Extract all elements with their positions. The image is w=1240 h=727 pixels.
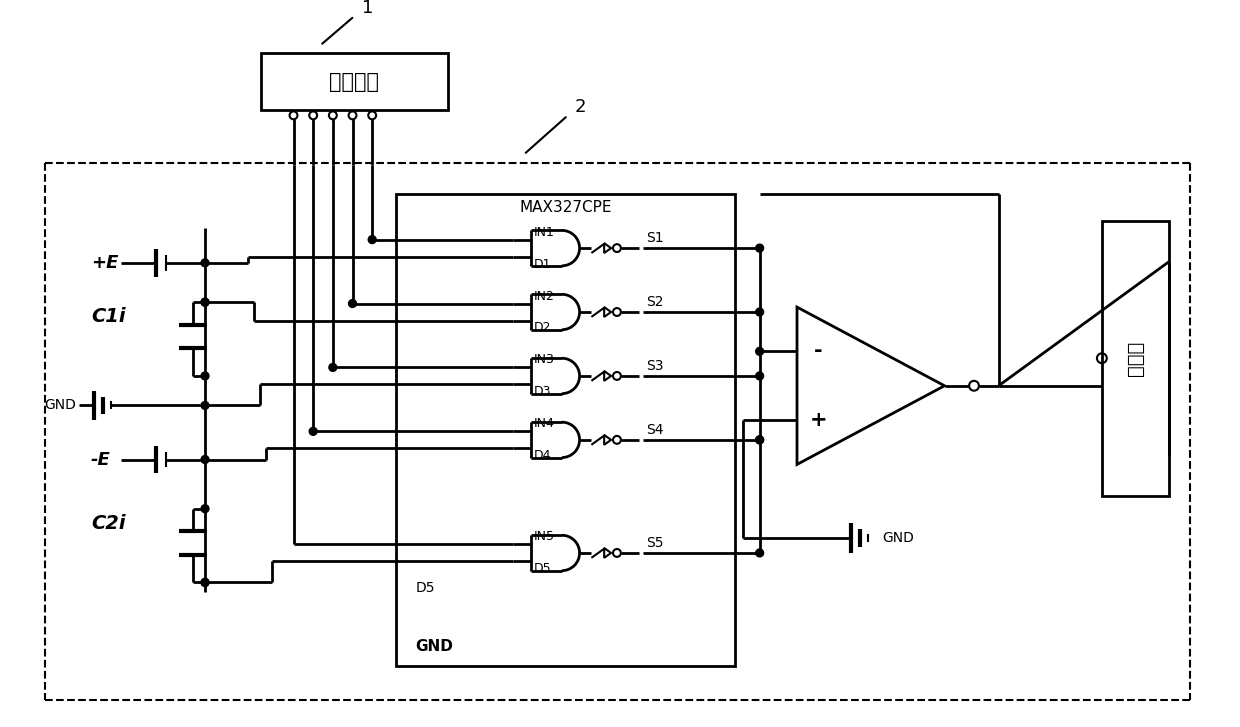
Circle shape <box>201 298 210 306</box>
Circle shape <box>755 244 764 252</box>
Circle shape <box>201 259 210 267</box>
Circle shape <box>201 298 210 306</box>
Text: S5: S5 <box>646 536 663 550</box>
Text: S1: S1 <box>646 231 665 245</box>
Bar <box>1102 220 1169 496</box>
Text: D1: D1 <box>533 257 551 270</box>
Circle shape <box>201 372 210 380</box>
Circle shape <box>201 579 210 587</box>
Circle shape <box>755 436 764 443</box>
Circle shape <box>755 348 764 356</box>
Text: D3: D3 <box>533 385 551 398</box>
Text: D5: D5 <box>533 563 551 576</box>
Text: GND: GND <box>45 398 77 412</box>
Text: +: + <box>810 410 827 430</box>
Circle shape <box>329 364 337 371</box>
Bar <box>262 53 448 111</box>
Text: D2: D2 <box>533 321 551 334</box>
Circle shape <box>755 372 764 380</box>
Text: S2: S2 <box>646 295 663 309</box>
Text: D5: D5 <box>415 582 435 595</box>
Text: 微控制器: 微控制器 <box>330 72 379 92</box>
Text: IN4: IN4 <box>533 417 554 430</box>
Text: 1: 1 <box>362 0 373 17</box>
Circle shape <box>201 505 210 513</box>
Circle shape <box>201 401 210 409</box>
Text: +E: +E <box>91 254 118 272</box>
Text: S4: S4 <box>646 423 663 437</box>
Text: GND: GND <box>415 639 454 654</box>
Bar <box>396 194 735 666</box>
Text: 2: 2 <box>575 98 587 116</box>
Circle shape <box>201 579 210 587</box>
Text: IN1: IN1 <box>533 225 554 238</box>
Text: IN3: IN3 <box>533 353 554 366</box>
Text: -E: -E <box>91 451 110 468</box>
Text: D4: D4 <box>533 449 551 462</box>
Circle shape <box>755 308 764 316</box>
Circle shape <box>201 456 210 463</box>
Circle shape <box>309 427 317 435</box>
Circle shape <box>348 300 356 308</box>
Text: MAX327CPE: MAX327CPE <box>520 200 611 215</box>
Text: -: - <box>815 342 823 361</box>
Text: 致动器: 致动器 <box>1126 341 1145 376</box>
Text: IN5: IN5 <box>533 531 554 544</box>
Text: IN2: IN2 <box>533 289 554 302</box>
Text: S3: S3 <box>646 359 663 373</box>
Circle shape <box>755 436 764 443</box>
Text: C2i: C2i <box>91 514 125 533</box>
Text: GND: GND <box>883 531 914 545</box>
Text: C1i: C1i <box>91 308 125 326</box>
Circle shape <box>755 549 764 557</box>
Circle shape <box>368 236 376 244</box>
